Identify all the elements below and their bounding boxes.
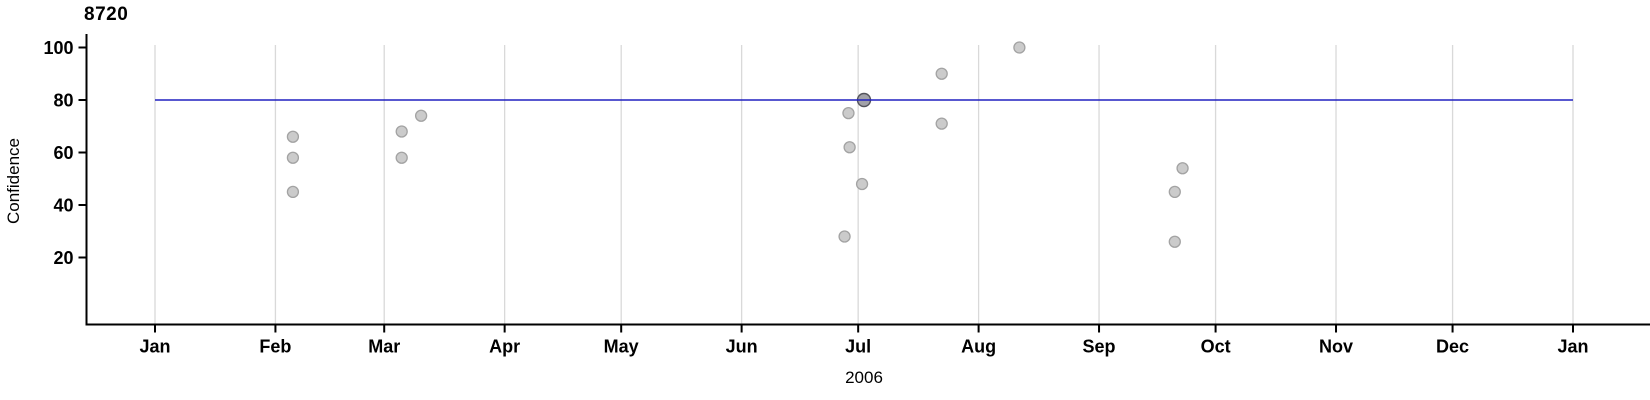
x-tick-label: Jul — [845, 337, 871, 357]
chart-title: 8720 — [84, 4, 129, 25]
x-tick-label: Aug — [961, 337, 996, 357]
x-tick-label: Sep — [1083, 337, 1116, 357]
data-point[interactable] — [935, 117, 948, 130]
y-tick-label: 100 — [43, 38, 73, 58]
x-tick-label: May — [604, 337, 639, 357]
x-tick-label: Dec — [1436, 337, 1469, 357]
data-point[interactable] — [286, 130, 300, 143]
data-point[interactable] — [1013, 41, 1026, 54]
data-point[interactable] — [838, 230, 851, 243]
data-point[interactable] — [395, 151, 408, 164]
data-point[interactable] — [855, 177, 869, 191]
y-tick-label: 60 — [53, 143, 73, 163]
data-point[interactable] — [286, 185, 300, 199]
x-tick-label: Feb — [259, 337, 291, 357]
y-tick-label: 40 — [53, 196, 73, 216]
y-tick-label: 20 — [53, 248, 73, 268]
data-point[interactable] — [935, 67, 948, 80]
data-point[interactable] — [286, 151, 300, 164]
data-point[interactable] — [1168, 235, 1181, 248]
data-point[interactable] — [843, 141, 856, 154]
data-point[interactable] — [1176, 162, 1189, 175]
x-tick-label: Oct — [1201, 337, 1231, 357]
x-axis-year-label: 2006 — [845, 368, 883, 387]
data-point[interactable] — [1168, 185, 1181, 199]
x-tick-label: Mar — [368, 337, 400, 357]
x-tick-label: Nov — [1319, 337, 1353, 357]
x-tick-label: Jan — [139, 337, 170, 357]
x-tick-label: Jun — [726, 337, 758, 357]
x-tick-label: Jan — [1557, 337, 1588, 357]
data-point[interactable] — [414, 109, 428, 122]
y-tick-label: 80 — [53, 91, 73, 111]
data-point[interactable] — [842, 106, 855, 120]
x-tick-label: Apr — [489, 337, 520, 357]
data-point[interactable] — [395, 125, 408, 138]
